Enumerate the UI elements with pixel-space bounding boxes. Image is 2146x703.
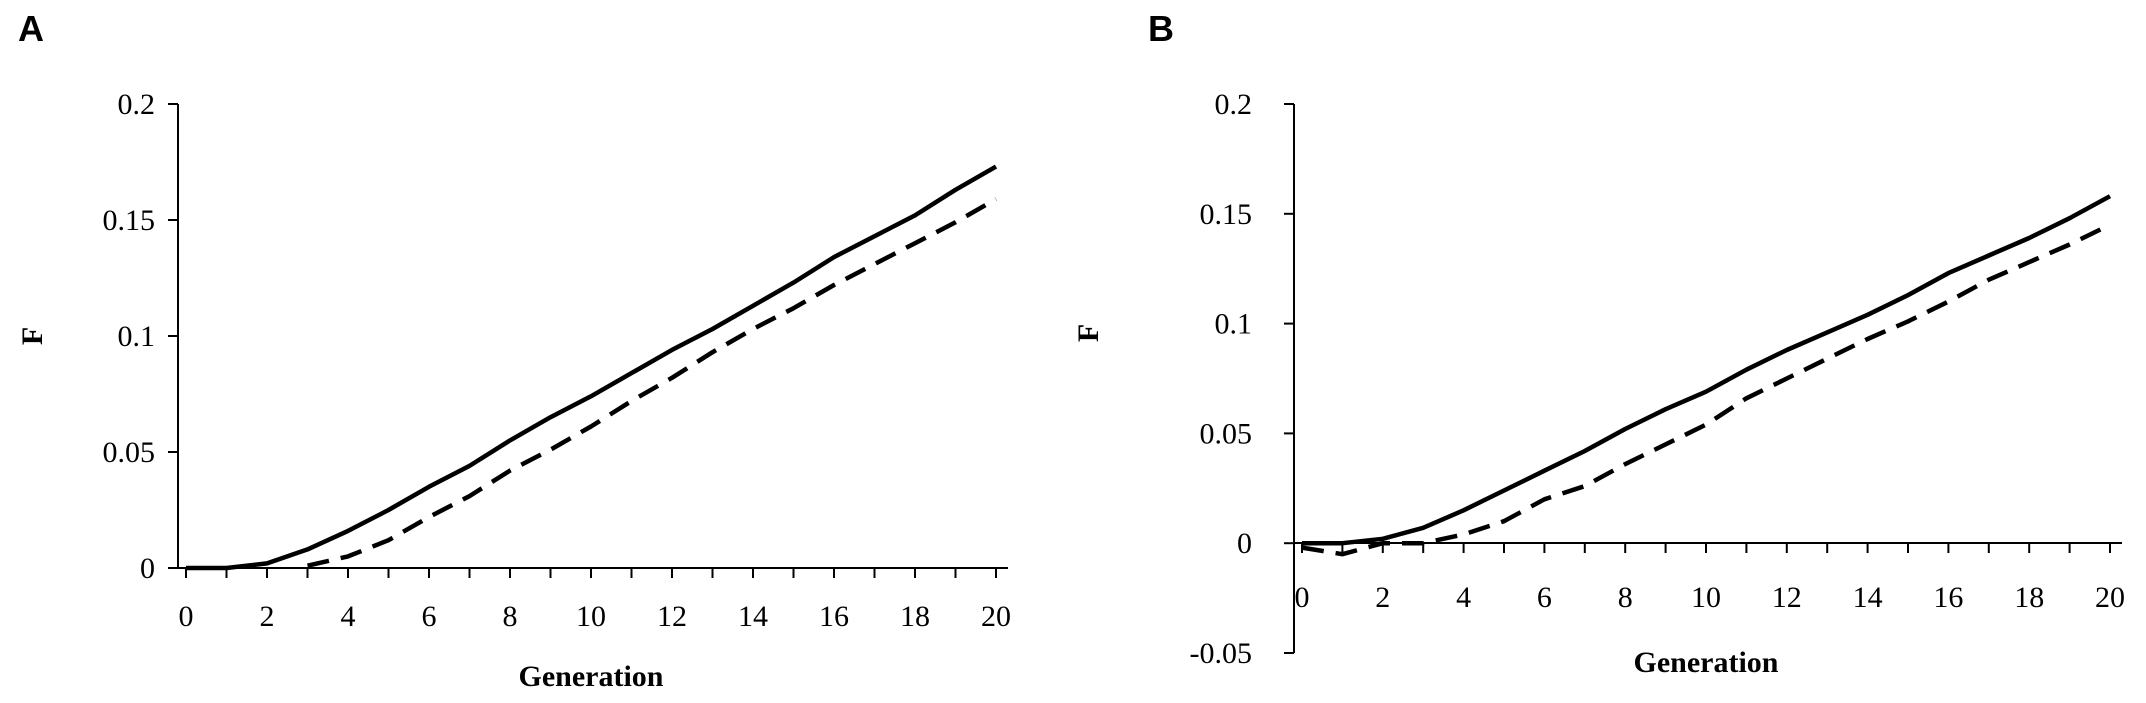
panel-label-b: B: [1148, 8, 1174, 49]
y-tick-label: 0.15: [103, 204, 156, 237]
x-tick-label: 6: [422, 600, 437, 633]
x-tick-label: 4: [1456, 581, 1471, 614]
chart-panel-a: 0 0.05 0.1 0.15 0.2 0 2 4 6 8 10 12 14 16 18 20 Generati…: [16, 88, 1011, 693]
solid-series-line: [1302, 194, 2112, 546]
x-tick-label: 8: [1618, 581, 1633, 614]
x-tick-label: 20: [2095, 581, 2125, 614]
x-tick-label: 10: [576, 600, 606, 633]
x-tick-label: 0: [179, 600, 194, 633]
y-tick-label: 0.1: [1215, 308, 1253, 341]
panel-label-a: A: [18, 8, 44, 49]
x-tick-label: 8: [503, 600, 518, 633]
x-tick-label: 2: [260, 600, 275, 633]
y-tick-label: 0.2: [1215, 88, 1253, 121]
y-tick-label: 0: [140, 552, 155, 585]
dashed-series-line: [306, 197, 998, 568]
x-tick-label: 4: [341, 600, 356, 633]
x-tick-label: 6: [1537, 581, 1552, 614]
x-tick-label: 18: [900, 600, 930, 633]
x-tick-label: 16: [819, 600, 849, 633]
x-tick-label: 12: [657, 600, 687, 633]
y-axis-title: F: [16, 327, 49, 345]
x-axis-title: Generation: [519, 660, 664, 693]
x-tick-label: 16: [1933, 581, 1963, 614]
x-tick-label: 0: [1295, 581, 1310, 614]
y-tick-label: 0: [1237, 527, 1252, 560]
x-axis-title: Generation: [1634, 646, 1779, 679]
x-tick-label: 14: [738, 600, 768, 633]
y-tick-label: 0.15: [1200, 198, 1253, 231]
y-tick-label: 0.05: [1200, 417, 1253, 450]
dashed-series-line: [1301, 222, 2111, 557]
y-tick-label: 0.2: [118, 88, 156, 121]
y-tick-label: -0.05: [1190, 637, 1253, 670]
x-tick-label: 18: [2014, 581, 2044, 614]
chart-panel-b: -0.05 0 0.05 0.1 0.15 0.2 0 2 4 6 8 10 12 14 16 18 20 Gen…: [1072, 88, 2125, 679]
solid-series-line: [186, 164, 998, 571]
x-tick-label: 10: [1691, 581, 1721, 614]
y-tick-label: 0.05: [103, 436, 156, 469]
x-tick-label: 14: [1853, 581, 1883, 614]
x-tick-label: 12: [1772, 581, 1802, 614]
y-axis-title: F: [1072, 324, 1105, 342]
x-tick-label: 20: [981, 600, 1011, 633]
y-tick-label: 0.1: [118, 320, 156, 353]
x-tick-label: 2: [1375, 581, 1390, 614]
